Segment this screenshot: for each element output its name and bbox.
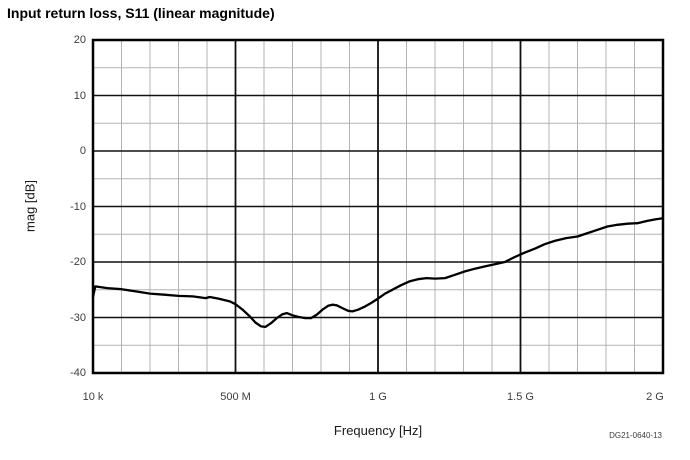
y-tick-label: -40 xyxy=(70,367,86,379)
y-tick-label: 10 xyxy=(73,89,86,102)
y-axis-title: mag [dB] xyxy=(22,179,38,233)
x-tick-label: 1.5 G xyxy=(507,391,534,403)
figure-id-label: DG21-0640-13 xyxy=(609,431,662,440)
chart-title: Input return loss, S11 (linear magnitude… xyxy=(7,5,275,21)
s11-curve xyxy=(91,217,665,329)
plot-border xyxy=(91,38,665,375)
x-tick-label: 2 G xyxy=(646,391,664,403)
x-axis-title: Frequency [Hz] xyxy=(333,423,423,438)
x-tick-label: 10 k xyxy=(82,391,104,403)
y-tick-label: 20 xyxy=(73,34,86,46)
x-tick-label: 500 M xyxy=(220,391,251,403)
y-tick-label: -10 xyxy=(70,200,86,213)
y-tick-label: -20 xyxy=(70,256,86,268)
y-tick-label: -30 xyxy=(70,311,86,324)
y-tick-label: 0 xyxy=(79,145,86,157)
x-tick-label: 1 G xyxy=(369,391,387,403)
